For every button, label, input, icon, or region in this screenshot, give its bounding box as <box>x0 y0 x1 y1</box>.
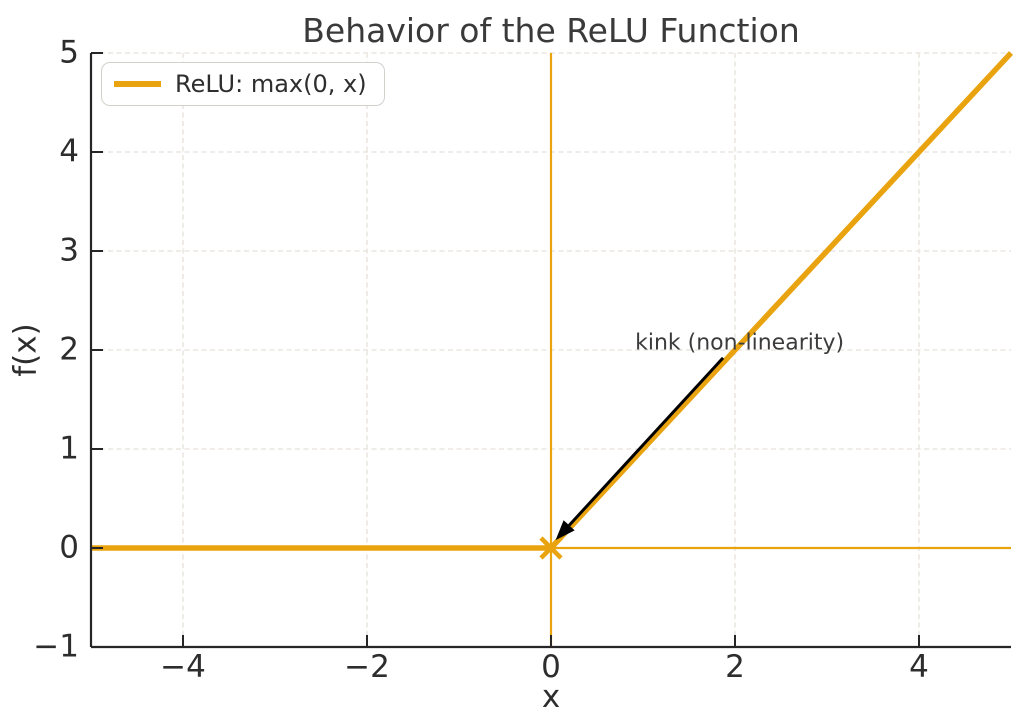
y-tick-label: 0 <box>59 529 79 566</box>
legend: ReLU: max(0, x) <box>101 62 385 106</box>
y-tick-label: 5 <box>59 34 79 71</box>
annotation-arrow-head <box>555 520 575 541</box>
x-tick-label: 2 <box>725 649 745 685</box>
x-axis-label: x <box>541 679 561 715</box>
x-tick-label: 4 <box>909 649 929 685</box>
legend-label: ReLU: max(0, x) <box>175 70 367 98</box>
legend-line-swatch <box>114 81 161 87</box>
annotation-arrow-shaft <box>568 356 725 527</box>
y-tick-label: 4 <box>59 133 79 170</box>
y-axis-label: f(x) <box>7 323 44 377</box>
x-tick-label: −2 <box>344 649 390 685</box>
x-tick-label: −4 <box>160 649 206 685</box>
y-tick-label: −1 <box>33 628 79 665</box>
y-tick-label: 1 <box>59 430 79 467</box>
chart-title: Behavior of the ReLU Function <box>302 11 800 50</box>
x-tick-label: 0 <box>541 649 561 685</box>
y-tick-label: 3 <box>59 232 79 269</box>
y-tick-label: 2 <box>59 331 79 368</box>
annotation-text: kink (non-linearity) <box>635 330 845 356</box>
origin-x-marker <box>539 536 563 560</box>
